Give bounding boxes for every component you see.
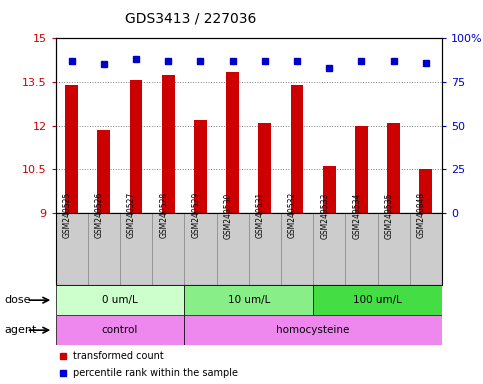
Text: GSM240532: GSM240532 (288, 192, 297, 238)
Bar (387, 123, 400, 213)
Bar (345, 213, 378, 285)
Text: transformed count: transformed count (73, 351, 164, 361)
Text: dose: dose (5, 295, 31, 305)
Text: percentile rank within the sample: percentile rank within the sample (73, 368, 238, 378)
Text: agent: agent (5, 325, 37, 335)
Text: GSM240533: GSM240533 (320, 192, 329, 238)
Bar (194, 120, 207, 213)
Bar (56, 315, 185, 345)
Bar (185, 315, 442, 345)
Bar (129, 81, 142, 213)
Text: GSM240529: GSM240529 (191, 192, 200, 238)
Bar (313, 213, 345, 285)
Text: GSM240528: GSM240528 (159, 192, 168, 238)
Bar (185, 285, 313, 315)
Bar (216, 213, 249, 285)
Bar (313, 285, 442, 315)
Text: GSM240848: GSM240848 (417, 192, 426, 238)
Bar (56, 213, 88, 285)
Bar (98, 130, 110, 213)
Bar (56, 285, 185, 315)
Text: GSM240527: GSM240527 (127, 192, 136, 238)
Text: GSM240525: GSM240525 (63, 192, 71, 238)
Text: 100 um/L: 100 um/L (353, 295, 402, 305)
Bar (410, 213, 442, 285)
Bar (152, 213, 185, 285)
Text: GSM240535: GSM240535 (384, 192, 394, 238)
Bar (355, 126, 368, 213)
Text: 0 um/L: 0 um/L (102, 295, 138, 305)
Bar (378, 213, 410, 285)
Text: GSM240534: GSM240534 (353, 192, 361, 238)
Bar (258, 123, 271, 213)
Text: control: control (102, 325, 138, 335)
Text: GDS3413 / 227036: GDS3413 / 227036 (125, 12, 256, 25)
Bar (419, 169, 432, 213)
Text: GSM240530: GSM240530 (224, 192, 233, 238)
Text: homocysteine: homocysteine (276, 325, 350, 335)
Bar (291, 85, 303, 213)
Bar (120, 213, 152, 285)
Text: GSM240526: GSM240526 (95, 192, 104, 238)
Text: 10 um/L: 10 um/L (227, 295, 270, 305)
Bar (65, 85, 78, 213)
Bar (88, 213, 120, 285)
Bar (323, 167, 336, 213)
Text: GSM240531: GSM240531 (256, 192, 265, 238)
Bar (226, 72, 239, 213)
Bar (185, 213, 216, 285)
Bar (249, 213, 281, 285)
Bar (162, 74, 175, 213)
Bar (281, 213, 313, 285)
